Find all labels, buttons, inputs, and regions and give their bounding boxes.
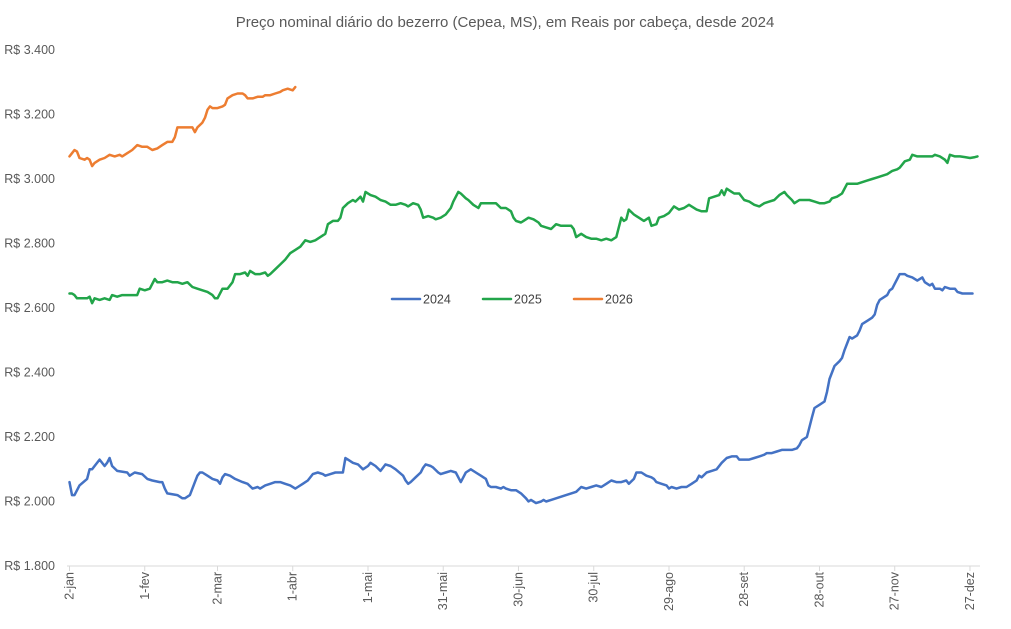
y-tick-label: R$ 2.200 bbox=[4, 430, 55, 444]
y-tick-label: R$ 2.800 bbox=[4, 237, 55, 251]
x-tick-label: 2-jan bbox=[63, 572, 77, 600]
chart-title: Preço nominal diário do bezerro (Cepea, … bbox=[236, 14, 775, 31]
x-tick-label: 28-out bbox=[812, 571, 826, 607]
x-tick-label: 1-mai bbox=[361, 572, 375, 603]
x-axis-tick-labels: 2-jan 1-fev 2-mar 1-abr 1-mai 31-mai 30-jun 30-… bbox=[63, 566, 977, 611]
y-tick-label: R$ 2.400 bbox=[4, 366, 55, 380]
y-tick-label: R$ 2.600 bbox=[4, 301, 55, 315]
x-tick-label: 30-jul bbox=[587, 572, 601, 603]
x-tick-label: 28-set bbox=[737, 571, 751, 606]
x-tick-label: 27-dez bbox=[963, 572, 977, 610]
y-tick-label: R$ 1.800 bbox=[4, 559, 55, 573]
series-line-2024 bbox=[68, 272, 974, 505]
x-tick-label: 30-jun bbox=[511, 572, 525, 607]
series-lines bbox=[68, 85, 979, 505]
series-line-2025 bbox=[68, 153, 979, 305]
series-line-2026 bbox=[68, 85, 297, 168]
y-tick-label: R$ 3.200 bbox=[4, 108, 55, 122]
y-tick-label: R$ 2.000 bbox=[4, 495, 55, 509]
legend: 2024 2025 2026 bbox=[390, 293, 633, 307]
y-tick-label: R$ 3.400 bbox=[4, 43, 55, 57]
y-tick-label: R$ 3.000 bbox=[4, 172, 55, 186]
x-tick-label: 29-ago bbox=[662, 572, 676, 611]
x-tick-label: 27-nov bbox=[888, 571, 902, 610]
x-tick-label: 1-abr bbox=[286, 572, 300, 601]
x-tick-label: 1-fev bbox=[138, 571, 152, 600]
y-axis-tick-labels: R$ 1.800 R$ 2.000 R$ 2.200 R$ 2.400 R$ 2.600… bbox=[4, 43, 55, 573]
legend-label-2025: 2025 bbox=[514, 293, 542, 307]
legend-label-2026: 2026 bbox=[605, 293, 633, 307]
legend-label-2024: 2024 bbox=[423, 293, 451, 307]
x-tick-label: 31-mai bbox=[436, 572, 450, 610]
x-tick-label: 2-mar bbox=[210, 572, 224, 605]
